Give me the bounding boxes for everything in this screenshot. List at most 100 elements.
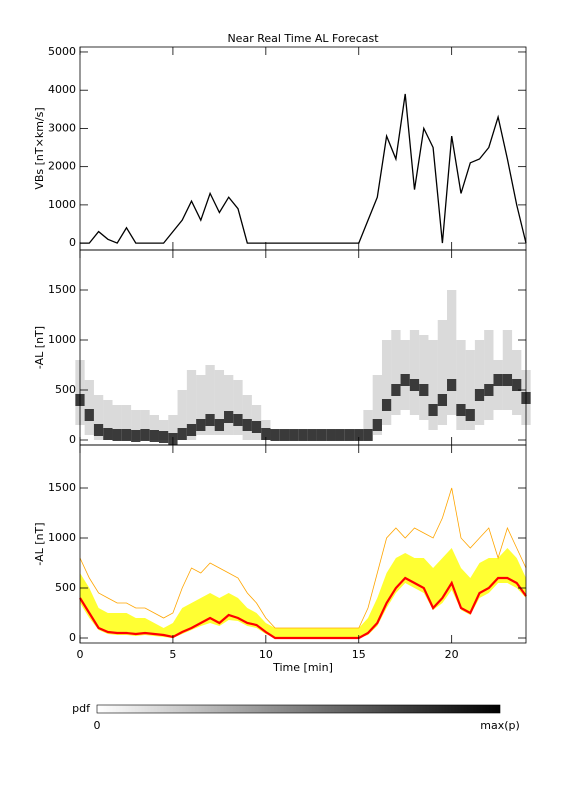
density-spread <box>177 390 187 440</box>
density-mode <box>400 374 410 386</box>
x-tick-label: 5 <box>169 648 176 661</box>
y-tick-label: 2000 <box>48 160 76 173</box>
x-tick-label: 15 <box>352 648 366 661</box>
y-tick-label: 4000 <box>48 83 76 96</box>
density-mode <box>363 429 373 441</box>
y-tick-label: 0 <box>69 433 76 446</box>
x-tick-label: 10 <box>259 648 273 661</box>
density-spread <box>391 330 401 415</box>
y-tick-label: 1000 <box>48 198 76 211</box>
density-mode <box>512 379 522 391</box>
density-spread <box>84 380 94 435</box>
y-tick-label: 1500 <box>48 481 76 494</box>
density-spread <box>428 340 438 430</box>
density-mode <box>316 429 327 441</box>
density-mode <box>112 429 122 441</box>
density-mode <box>196 419 206 431</box>
density-mode <box>261 428 271 440</box>
density-spread <box>224 375 234 435</box>
y-tick-label: 500 <box>55 383 76 396</box>
x-tick-label: 20 <box>445 648 459 661</box>
density-spread <box>447 290 457 415</box>
density-spread <box>196 375 206 435</box>
density-spread <box>372 375 382 435</box>
density-spread <box>474 340 485 425</box>
density-spread <box>502 330 513 410</box>
density-mode <box>344 429 355 441</box>
density-spread <box>381 340 392 425</box>
density-mode <box>372 419 382 431</box>
density-mode <box>186 424 197 436</box>
density-mode <box>391 384 401 396</box>
density-spread <box>363 410 373 440</box>
density-spread <box>419 335 429 420</box>
density-spread <box>121 405 132 440</box>
density-spread <box>140 410 150 440</box>
density-spread <box>233 380 243 435</box>
y-tick-label: 1000 <box>48 531 76 544</box>
data-line <box>79 487 527 629</box>
density-mode <box>233 414 243 426</box>
density-mode <box>326 429 336 441</box>
density-spread <box>484 330 494 420</box>
plot-frame <box>79 46 527 251</box>
density-mode <box>93 424 104 436</box>
colorbar-label: pdf <box>72 702 91 715</box>
density-mode <box>224 411 234 423</box>
x-tick-label: 0 <box>77 648 84 661</box>
plot-frame <box>79 444 527 644</box>
density-spread <box>465 350 475 430</box>
density-mode <box>121 429 132 441</box>
density-spread <box>437 320 448 425</box>
density-spread <box>168 415 178 440</box>
density-spread <box>103 400 113 440</box>
density-mode <box>84 409 94 421</box>
density-mode <box>354 429 364 441</box>
density-mode <box>205 414 215 426</box>
band-area <box>80 548 526 638</box>
density-mode <box>214 419 225 431</box>
density-mode <box>140 429 150 441</box>
density-spread <box>131 410 141 440</box>
density-mode <box>177 428 187 440</box>
density-mode <box>149 430 159 442</box>
data-line <box>80 93 527 244</box>
density-spread <box>158 420 169 440</box>
x-axis-label: Time [min] <box>272 661 333 674</box>
density-spread <box>456 340 466 430</box>
density-mode <box>419 384 429 396</box>
density-spread <box>242 395 252 440</box>
density-mode <box>447 379 457 391</box>
colorbar-min: 0 <box>94 719 101 732</box>
density-mode <box>251 421 262 433</box>
density-mode <box>409 379 420 391</box>
y-tick-label: 0 <box>69 236 76 249</box>
density-mode <box>307 429 317 441</box>
density-mode <box>103 428 113 440</box>
density-mode <box>270 429 280 441</box>
density-mode <box>158 431 169 443</box>
density-spread <box>409 330 420 415</box>
density-mode <box>437 394 448 406</box>
density-mode <box>279 429 290 441</box>
y-tick-label: 5000 <box>48 45 76 58</box>
density-spread <box>186 370 197 440</box>
density-spread <box>112 405 122 440</box>
density-mode <box>289 429 299 441</box>
density-mode <box>456 404 466 416</box>
data-line <box>79 576 527 640</box>
chart-title: Near Real Time AL Forecast <box>227 32 379 45</box>
density-mode <box>502 374 513 386</box>
y-axis-label: VBs [nT×km/s] <box>33 107 46 189</box>
density-mode <box>242 419 252 431</box>
density-mode <box>474 389 485 401</box>
density-mode <box>335 429 345 441</box>
density-spread <box>205 365 215 435</box>
density-mode <box>298 429 308 441</box>
density-mode <box>131 430 141 442</box>
density-mode <box>465 409 475 421</box>
y-tick-label: 1000 <box>48 333 76 346</box>
density-mode <box>493 374 503 386</box>
y-axis-label: -AL [nT] <box>33 522 46 565</box>
